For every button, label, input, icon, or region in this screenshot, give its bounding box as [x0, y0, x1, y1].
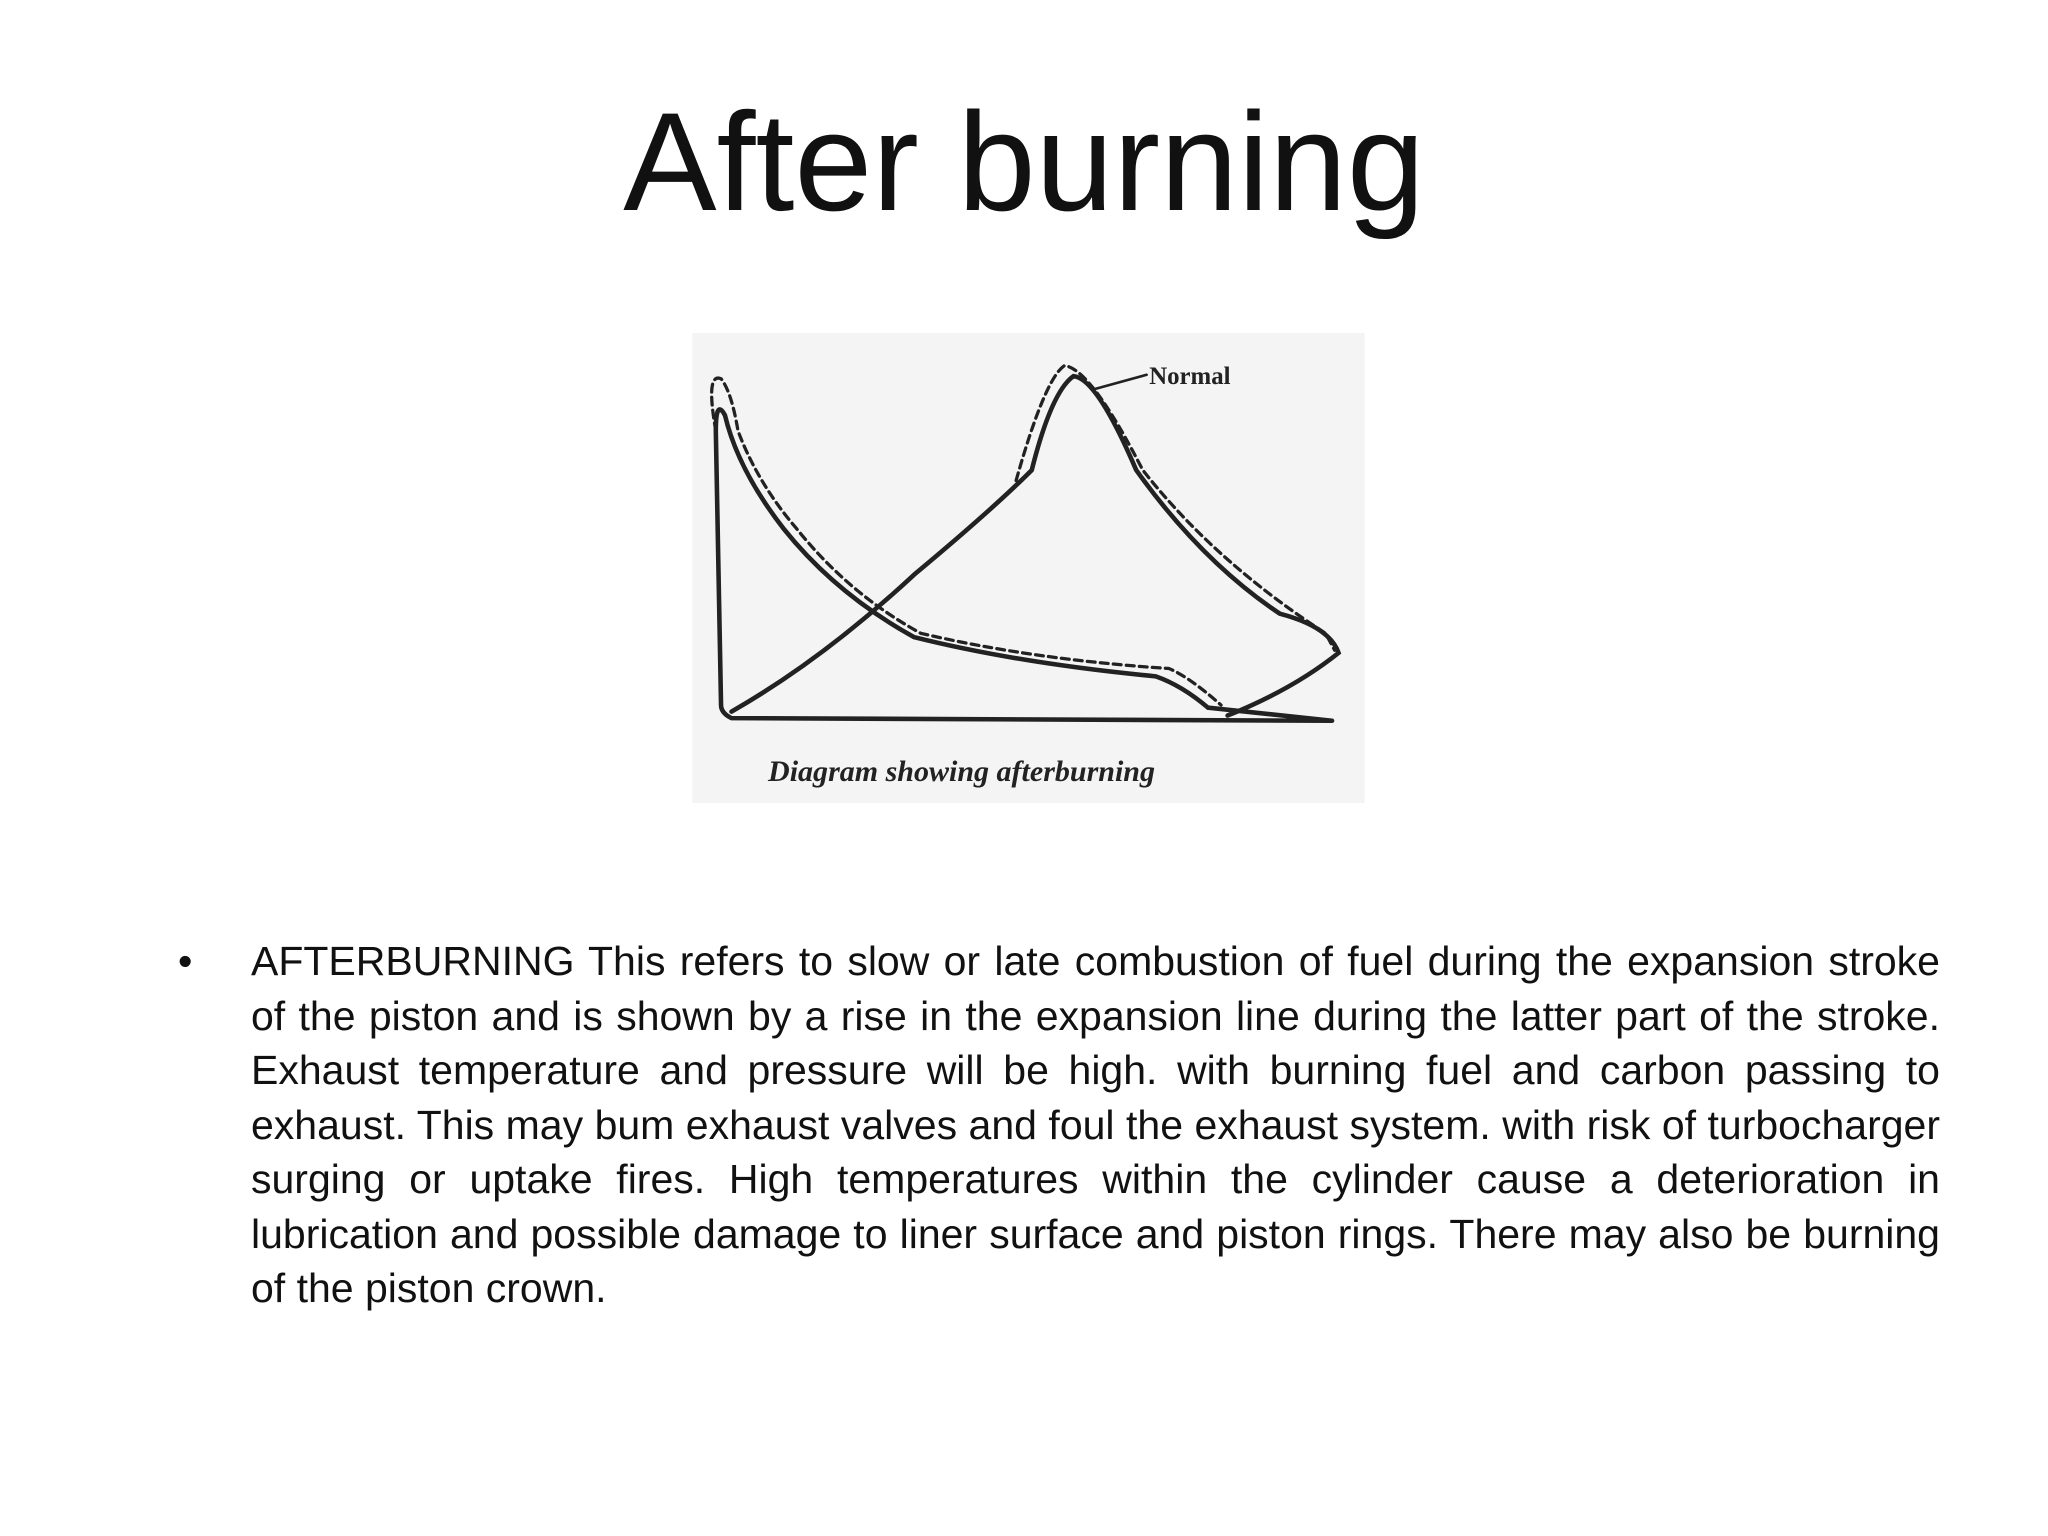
- label-leader: [1093, 373, 1148, 391]
- curve-label: Normal: [1149, 363, 1230, 390]
- afterburning-curve-2: [729, 373, 1342, 718]
- curves: [710, 363, 1342, 724]
- slide-title: After burning: [623, 83, 1425, 240]
- bullet-text: AFTERBURNING This refers to slow or late…: [251, 938, 1940, 1311]
- bullet-marker: •: [178, 938, 193, 984]
- normal-curve-2: [1014, 363, 1337, 652]
- diagram: Normal Diagram showing afterburning: [692, 333, 1365, 803]
- figure-caption: Diagram showing afterburning: [767, 755, 1155, 788]
- normal-curve-1: [710, 376, 1223, 707]
- scan-background: [692, 333, 1365, 803]
